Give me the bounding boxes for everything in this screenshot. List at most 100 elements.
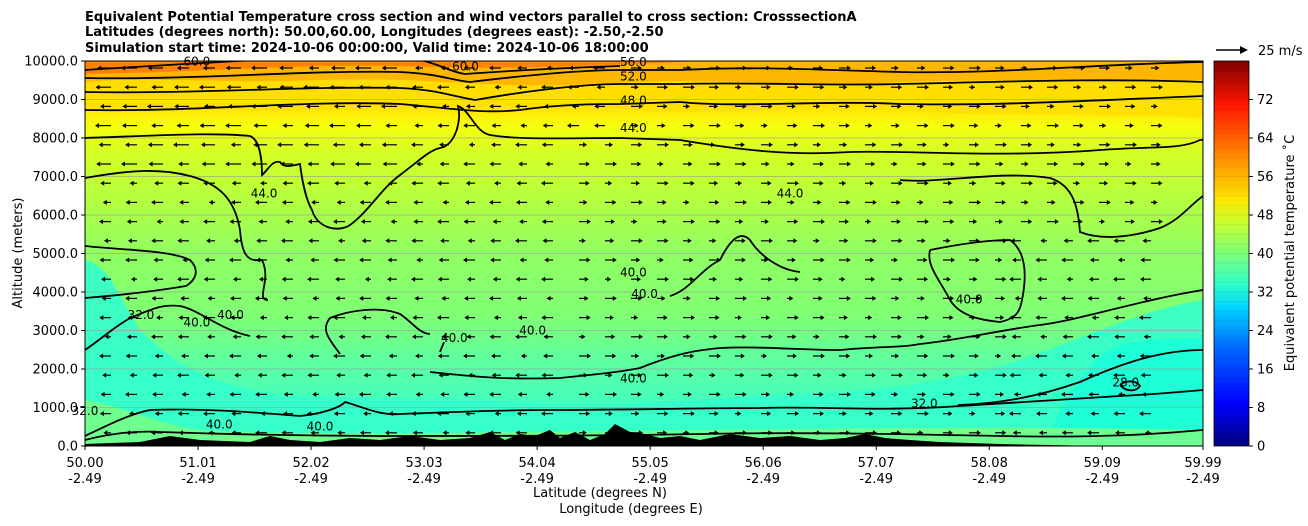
wind-vector-head	[742, 391, 747, 397]
wind-vector-head	[895, 295, 900, 301]
wind-vector-head	[768, 103, 773, 109]
wind-vector-head	[1028, 180, 1033, 186]
wind-vector-head	[869, 353, 874, 359]
wind-vector-head	[229, 353, 234, 359]
wind-vector-head	[767, 199, 772, 205]
wind-vector-head	[307, 219, 312, 225]
wind-vector-head	[765, 161, 770, 167]
wind-vector-head	[737, 411, 742, 417]
wind-vector-head	[69, 85, 73, 90]
wind-vector-head	[308, 65, 313, 71]
wind-vector-head	[1127, 161, 1132, 167]
wind-vector-head	[638, 334, 643, 340]
wind-vector-head	[871, 161, 876, 167]
wind-vector-head	[225, 65, 230, 71]
wind-vector-head	[664, 411, 669, 417]
contour-label: 48.0	[620, 94, 647, 108]
wind-vector-head	[976, 295, 981, 301]
contour-label: 60.0	[452, 60, 479, 74]
wind-vector-head	[284, 315, 289, 321]
wind-vector-head	[793, 238, 798, 244]
wind-vector-head	[819, 180, 824, 186]
wind-vector-head	[690, 353, 695, 359]
wind-vector-head	[281, 334, 286, 340]
colorbar: 0 8 16 24 32 40 48 56 64 72 Equivalent potential …	[1213, 60, 1298, 455]
wind-vector-head	[714, 411, 719, 417]
y-tick-label: 6000.0	[33, 209, 79, 224]
wind-vector-head	[945, 142, 950, 148]
wind-vector-head	[1035, 353, 1040, 359]
wind-vector-head	[662, 199, 667, 205]
wind-vector-head	[664, 372, 669, 378]
colorbar-tick-label: 0	[1257, 440, 1265, 455]
wind-vector-head	[282, 123, 287, 129]
x-tick-label-lat: 50.00	[66, 456, 103, 471]
wind-vector-head	[893, 257, 898, 263]
wind-vector-head	[870, 257, 875, 263]
wind-vector-head	[515, 276, 520, 282]
wind-vector-head	[1075, 180, 1080, 186]
wind-vector-head	[329, 123, 334, 129]
wind-vector-head	[1040, 238, 1045, 244]
wind-vector-head	[206, 391, 211, 397]
wind-vector-head	[923, 257, 928, 263]
wind-vector-head	[467, 238, 472, 244]
wind-vector-head	[127, 238, 132, 244]
wind-vector-head	[234, 372, 239, 378]
wind-vector-head	[611, 334, 616, 340]
wind-vector-head	[388, 353, 393, 359]
contour-40-right	[928, 239, 1026, 323]
wind-vector-head	[465, 430, 470, 436]
y-tick-label: 3000.0	[33, 324, 79, 339]
wind-vector-head	[277, 142, 282, 148]
wind-vector-head	[201, 142, 206, 148]
wind-vector-head	[99, 257, 104, 263]
wind-vector-head	[898, 411, 903, 417]
wind-vector-head	[712, 238, 717, 244]
wind-vector-head	[102, 372, 107, 378]
wind-vector-head	[125, 295, 130, 301]
wind-vector-head	[176, 123, 181, 129]
wind-vector-head	[870, 180, 875, 186]
wind-vector-head	[794, 372, 799, 378]
wind-vector-head	[96, 161, 101, 167]
wind-vector-head	[794, 219, 799, 225]
wind-vector-head	[520, 123, 525, 129]
wind-vector-head	[412, 334, 417, 340]
wind-vector-head	[125, 142, 130, 148]
wind-vector-head	[251, 161, 256, 167]
wind-vector-head	[440, 238, 445, 244]
contour-label: 32.0	[128, 308, 155, 322]
wind-vector-head	[664, 238, 669, 244]
wind-vector-head	[230, 295, 235, 301]
wind-vector-head	[950, 161, 955, 167]
wind-vector-head	[740, 142, 745, 148]
wind-vector-head	[1140, 257, 1145, 263]
wind-vector-head	[768, 334, 773, 340]
wind-vector-head	[1106, 103, 1111, 109]
wind-vector-head	[76, 430, 80, 435]
wind-vector-head	[764, 219, 769, 225]
wind-vector-head	[636, 257, 641, 263]
x-tick-label-lat: 57.07	[858, 456, 895, 471]
contour-52	[85, 79, 1203, 101]
wind-vector-head	[415, 65, 420, 71]
wind-vector-head	[1061, 353, 1066, 359]
wind-vector-head	[77, 200, 81, 205]
wind-vector-head	[1128, 65, 1133, 71]
y-tick-label: 5000.0	[33, 247, 79, 262]
wind-vector-head	[794, 142, 799, 148]
wind-vector-head	[385, 430, 390, 436]
wind-vector-head	[1065, 411, 1070, 417]
wind-vector-head	[1118, 257, 1123, 263]
wind-vector-head	[147, 142, 152, 148]
wind-vector-head	[586, 219, 591, 225]
wind-vector-head	[151, 199, 156, 205]
wind-vector-head	[585, 161, 590, 167]
wind-vector-head	[101, 276, 106, 282]
wind-vector-head	[1002, 276, 1007, 282]
wind-vector-head	[685, 103, 690, 109]
wind-vector-head	[467, 276, 472, 282]
contour-label: 40.0	[441, 331, 468, 345]
wind-vector-head	[1001, 180, 1006, 186]
